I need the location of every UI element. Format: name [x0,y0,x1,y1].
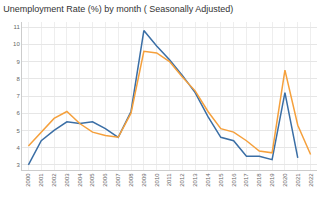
svg-text:7: 7 [16,93,20,99]
svg-text:2001: 2001 [38,173,44,187]
svg-text:2000: 2000 [25,173,31,187]
svg-text:10: 10 [13,41,20,47]
svg-text:2010: 2010 [154,173,160,187]
svg-text:2013: 2013 [192,173,198,187]
svg-text:Unemployment Rate (%) by month: Unemployment Rate (%) by month ( Seasona… [3,4,233,14]
svg-text:2018: 2018 [256,173,262,187]
svg-text:2022: 2022 [308,173,314,187]
svg-text:2012: 2012 [179,173,185,187]
svg-text:2016: 2016 [231,173,237,187]
svg-text:6: 6 [16,110,20,116]
svg-text:2003: 2003 [64,173,70,187]
svg-text:2006: 2006 [102,173,108,187]
svg-text:2005: 2005 [89,173,95,187]
svg-text:2017: 2017 [243,173,249,187]
svg-text:2004: 2004 [77,173,83,187]
svg-text:2007: 2007 [115,173,121,187]
svg-text:2021: 2021 [295,173,301,187]
svg-text:2020: 2020 [282,173,288,187]
svg-text:4: 4 [16,145,20,151]
svg-text:3: 3 [16,162,20,168]
svg-text:5: 5 [16,128,20,134]
svg-text:2008: 2008 [128,173,134,187]
svg-text:2014: 2014 [205,173,211,187]
svg-text:2015: 2015 [218,173,224,187]
svg-text:2011: 2011 [166,173,172,187]
svg-text:8: 8 [16,76,20,82]
svg-text:2009: 2009 [141,173,147,187]
svg-text:9: 9 [16,59,20,65]
svg-text:2019: 2019 [269,173,275,187]
svg-text:2002: 2002 [51,173,57,187]
svg-text:11: 11 [14,24,21,30]
